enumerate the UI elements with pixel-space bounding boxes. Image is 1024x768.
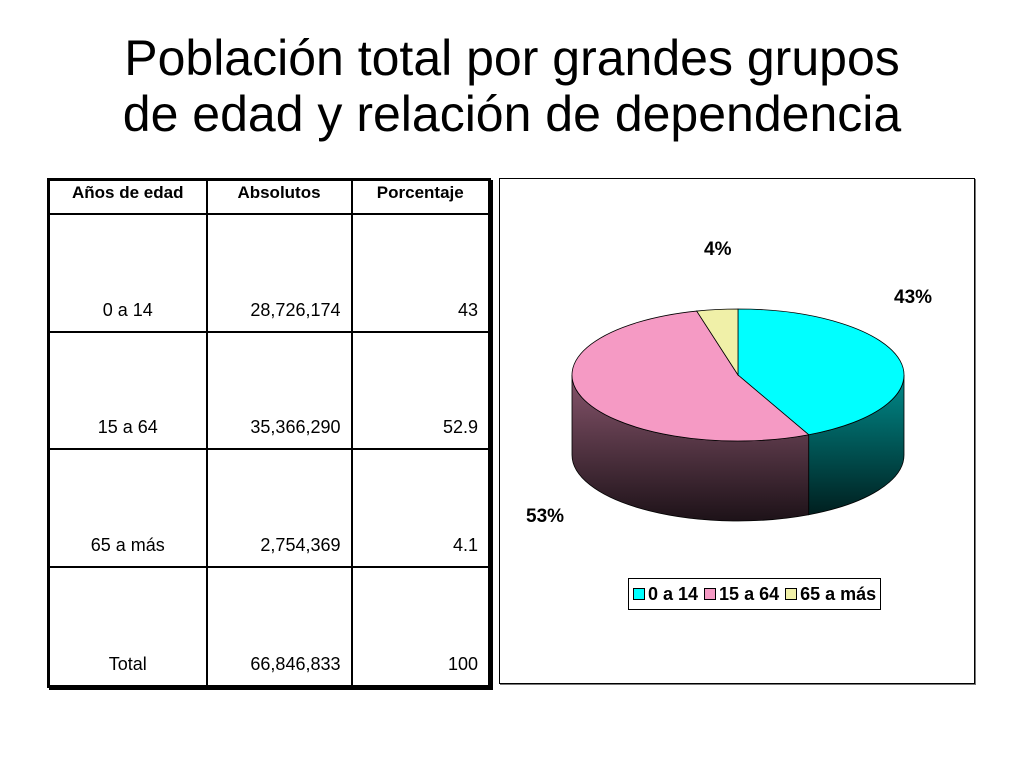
chart-legend: 0 a 14 15 a 64 65 a más (628, 578, 882, 610)
population-table: Años de edad Absolutos Porcentaje 0 a 14… (47, 178, 491, 688)
total-label: Total (47, 566, 208, 688)
table-total-row: Total 66,846,833 100 (47, 566, 491, 688)
header-age-group: Años de edad (47, 178, 208, 215)
row-age-group: 15 a 64 (47, 330, 208, 451)
total-percentage: 100 (350, 566, 491, 688)
title-line-2: de edad y relación de dependencia (122, 86, 902, 142)
table-header-row: Años de edad Absolutos Porcentaje (47, 178, 491, 215)
title-line-1: Población total por grandes grupos (124, 30, 900, 86)
pie-chart: 43% 53% 4% 0 a 14 15 a 64 65 a más (499, 178, 975, 684)
pie-slice-0-a-14 (737, 308, 905, 436)
legend-label: 15 a 64 (719, 583, 780, 604)
row-absolute: 2,754,369 (205, 448, 353, 569)
data-label-0-a-14: 43% (894, 287, 932, 308)
row-percentage: 52.9 (350, 330, 491, 451)
legend-swatch (785, 588, 798, 600)
legend-label: 0 a 14 (648, 583, 699, 604)
table-row: 65 a más 2,754,369 4.1 (47, 448, 491, 569)
legend-swatch (633, 588, 645, 600)
pie-slice-15-a-64 (571, 310, 810, 442)
pie-slice-65-a-mas (696, 308, 739, 377)
data-label-15-a-64: 53% (526, 506, 564, 527)
legend-swatch (704, 588, 717, 600)
table-row: 15 a 64 35,366,290 52.9 (47, 330, 491, 451)
row-absolute: 28,726,174 (205, 213, 353, 333)
header-percentage: Porcentaje (350, 178, 491, 215)
legend-item-0-a-14: 0 a 14 (633, 584, 698, 605)
row-age-group: 65 a más (47, 448, 208, 569)
row-absolute: 35,366,290 (205, 330, 353, 451)
header-absolute: Absolutos (205, 178, 353, 215)
total-absolute: 66,846,833 (205, 566, 353, 688)
data-label-65-a-mas: 4% (704, 239, 732, 260)
row-percentage: 43 (350, 213, 491, 333)
legend-label: 65 a más (800, 583, 877, 604)
legend-item-15-a-64: 15 a 64 (704, 584, 779, 605)
table-row: 0 a 14 28,726,174 43 (47, 213, 491, 333)
pie-chart-svg: 43% 53% 4% (526, 239, 932, 527)
row-percentage: 4.1 (350, 448, 491, 569)
row-age-group: 0 a 14 (47, 213, 208, 333)
page-title: Población total por grandes grupos de ed… (0, 30, 1024, 142)
legend-item-65-a-mas: 65 a más (785, 584, 876, 605)
